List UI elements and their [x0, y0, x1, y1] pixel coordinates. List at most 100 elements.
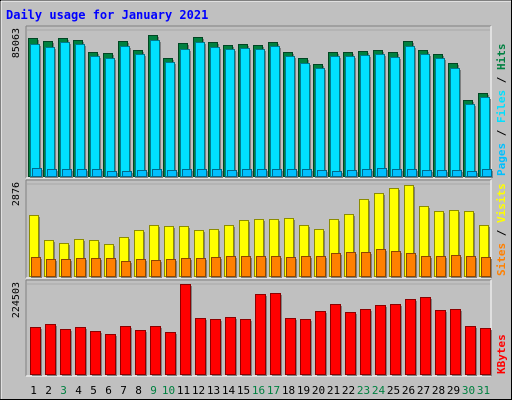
bar-fill: [435, 58, 445, 177]
bar-kbytes-day-8: [135, 330, 147, 376]
bar-kbytes-day-1: [30, 327, 42, 376]
bar-fill: [45, 47, 55, 177]
bar-pages-day-30: [467, 171, 478, 178]
bar-sites-day-19: [301, 256, 312, 278]
day-label-14: 14: [222, 384, 236, 397]
bar-fill: [361, 252, 371, 277]
bar-fill: [122, 171, 132, 177]
bar-fill: [167, 170, 177, 177]
bar-fill: [377, 168, 387, 177]
bar-fill: [227, 170, 237, 177]
bar-fill: [150, 326, 161, 375]
bar-files-day-16: [255, 49, 266, 178]
day-label-16: 16: [252, 384, 265, 397]
day-label-19: 19: [297, 384, 310, 397]
bar-files-day-18: [285, 56, 296, 178]
bar-sites-day-1: [31, 257, 42, 278]
bar-fill: [210, 319, 221, 375]
legend-separator: /: [495, 70, 508, 90]
bar-fill: [255, 294, 266, 375]
bar-fill: [107, 171, 117, 177]
bar-fill: [225, 49, 235, 177]
bar-files-day-28: [435, 58, 446, 178]
bar-fill: [60, 329, 71, 375]
bar-fill: [481, 257, 491, 277]
bar-kbytes-day-11: [180, 284, 192, 376]
bar-fill: [195, 318, 206, 375]
bar-files-day-20: [315, 68, 326, 178]
bar-fill: [182, 169, 192, 177]
bar-sites-day-5: [91, 258, 102, 278]
bar-fill: [92, 169, 102, 177]
bar-fill: [196, 258, 206, 277]
bar-fill: [480, 328, 491, 375]
bar-fill: [407, 169, 417, 177]
bar-fill: [330, 304, 341, 375]
bar-pages-day-12: [197, 169, 208, 178]
bar-sites-day-2: [46, 259, 57, 278]
bar-fill: [75, 44, 85, 177]
chart-title: Daily usage for January 2021: [6, 8, 208, 22]
bar-fill: [331, 253, 341, 277]
day-label-28: 28: [432, 384, 445, 397]
bar-sites-day-28: [436, 256, 447, 278]
bar-pages-day-28: [437, 170, 448, 178]
bar-pages-day-20: [317, 170, 328, 178]
bar-fill: [137, 170, 147, 177]
bar-kbytes-day-3: [60, 329, 72, 376]
bar-files-day-13: [210, 47, 221, 178]
bar-pages-day-18: [287, 169, 298, 178]
bar-kbytes-day-19: [300, 319, 312, 376]
bar-fill: [300, 319, 311, 375]
day-label-17: 17: [267, 384, 280, 397]
bar-sites-day-22: [346, 252, 357, 278]
bar-fill: [450, 309, 461, 375]
bar-fill: [270, 293, 281, 375]
bar-fill: [436, 256, 446, 277]
bar-fill: [360, 55, 370, 177]
legend-item-hits: Hits: [495, 44, 508, 71]
bar-sites-day-20: [316, 256, 327, 278]
bar-sites-day-25: [391, 251, 402, 278]
day-label-8: 8: [135, 384, 142, 397]
bar-fill: [46, 259, 56, 277]
bar-fill: [181, 258, 191, 277]
bar-files-day-19: [300, 63, 311, 178]
day-label-12: 12: [192, 384, 205, 397]
bar-kbytes-day-17: [270, 293, 282, 376]
bar-files-day-5: [90, 56, 101, 178]
bar-fill: [166, 259, 176, 277]
bar-files-day-4: [75, 44, 86, 178]
bar-sites-day-17: [271, 256, 282, 278]
bar-sites-day-23: [361, 252, 372, 278]
bar-fill: [347, 170, 357, 177]
day-label-24: 24: [372, 384, 386, 397]
bar-fill: [390, 57, 400, 177]
bar-files-day-10: [165, 62, 176, 178]
bar-kbytes-day-9: [150, 326, 162, 376]
bar-files-day-11: [180, 49, 191, 178]
bar-sites-day-26: [406, 253, 417, 278]
bar-files-day-15: [240, 48, 251, 178]
bar-kbytes-day-13: [210, 319, 222, 376]
bar-fill: [120, 46, 130, 177]
bar-fill: [151, 260, 161, 277]
bar-sites-day-3: [61, 259, 72, 278]
bar-fill: [226, 256, 236, 277]
bar-pages-day-29: [452, 170, 463, 178]
bar-fill: [302, 169, 312, 177]
bar-files-day-7: [120, 46, 131, 178]
bar-fill: [30, 327, 41, 375]
legend-kbytes: KBytes: [495, 334, 508, 374]
bar-fill: [435, 310, 446, 375]
bar-fill: [467, 171, 477, 177]
bar-fill: [31, 257, 41, 277]
bar-kbytes-day-27: [420, 297, 432, 376]
bar-kbytes-day-5: [90, 331, 102, 376]
bar-fill: [332, 171, 342, 177]
bar-kbytes-day-28: [435, 310, 447, 376]
bar-kbytes-day-4: [75, 327, 87, 376]
bar-pages-day-7: [122, 171, 133, 178]
bar-fill: [421, 256, 431, 277]
bar-fill: [375, 54, 385, 177]
